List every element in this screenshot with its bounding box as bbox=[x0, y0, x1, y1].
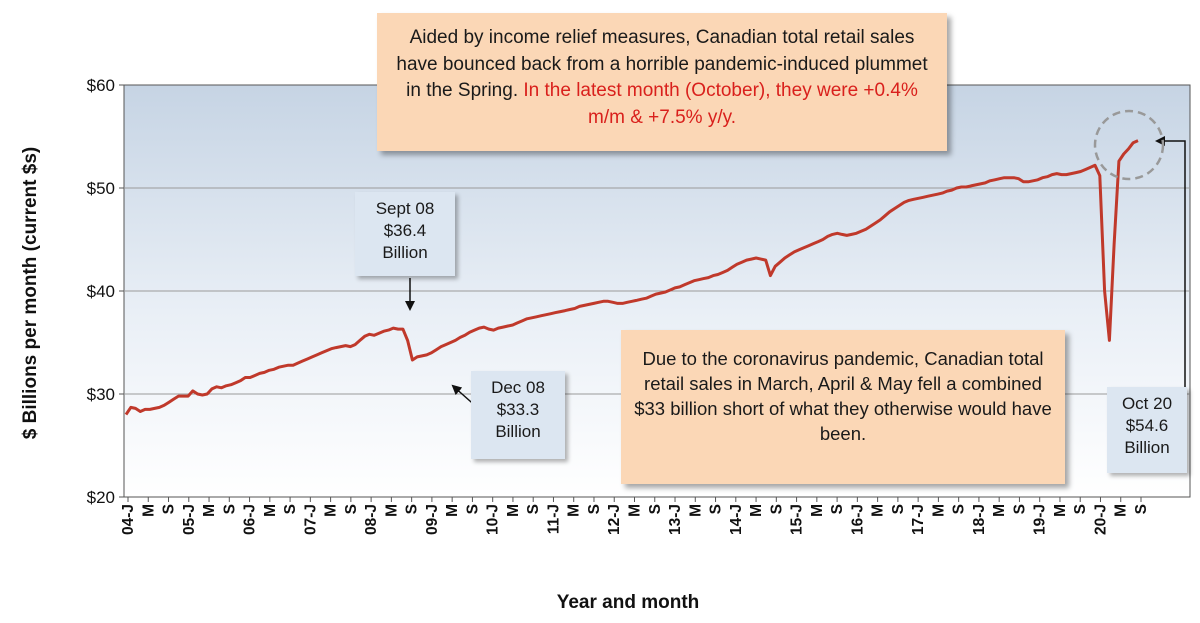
x-tick-label: 05-J bbox=[181, 504, 198, 535]
x-tick-label: S bbox=[161, 504, 178, 514]
x-tick-label: 16-J bbox=[849, 504, 866, 535]
y-axis-ticks: $20 $30 $40 $50 $60 bbox=[87, 76, 124, 507]
x-tick-label: M bbox=[201, 504, 218, 517]
y-tick-label: $50 bbox=[87, 179, 115, 198]
x-tick-label: M bbox=[930, 504, 947, 517]
x-tick-label: S bbox=[890, 504, 907, 514]
recovery-note: Aided by income relief measures, Canadia… bbox=[377, 13, 947, 151]
sep08-callout: Sept 08 $36.4 Billion bbox=[355, 192, 455, 276]
x-tick-label: M bbox=[870, 504, 887, 517]
x-tick-label: M bbox=[444, 504, 461, 517]
x-tick-label: 04-J bbox=[120, 504, 137, 535]
x-tick-label: S bbox=[768, 504, 785, 514]
annotation-arrows bbox=[405, 109, 1186, 410]
x-tick-label: 15-J bbox=[789, 504, 806, 535]
x-tick-label: M bbox=[323, 504, 340, 517]
x-tick-label: 18-J bbox=[971, 504, 988, 535]
x-tick-label: M bbox=[140, 504, 157, 517]
x-tick-label: 11-J bbox=[545, 504, 562, 534]
series-retail-sales bbox=[124, 139, 1139, 416]
x-tick-label: S bbox=[221, 504, 238, 514]
x-axis-ticks: 04-J M S 05-J M S 06-J M S 07-J M S 08-J M S 09-J M S 10-J… bbox=[120, 497, 1150, 535]
x-tick-label: 06-J bbox=[242, 504, 259, 535]
x-tick-label: S bbox=[1072, 504, 1089, 514]
sep08-unit: Billion bbox=[382, 243, 428, 262]
series-line bbox=[124, 139, 1139, 416]
x-tick-label: M bbox=[505, 504, 522, 517]
y-axis-label: $ Billions per month (current $s) bbox=[20, 147, 41, 439]
x-tick-label: S bbox=[829, 504, 846, 514]
x-tick-label: 07-J bbox=[302, 504, 319, 535]
x-tick-label: 14-J bbox=[728, 504, 745, 535]
oct20-arrow bbox=[1155, 136, 1186, 387]
recovery-note-highlight: In the latest month (October), they were… bbox=[523, 80, 918, 128]
dec08-callout: Dec 08 $33.3 Billion bbox=[471, 371, 565, 459]
x-tick-label: M bbox=[262, 504, 279, 517]
x-tick-label: M bbox=[748, 504, 765, 517]
pandemic-note: Due to the coronavirus pandemic, Canadia… bbox=[621, 330, 1065, 484]
y-tick-label: $20 bbox=[87, 488, 115, 507]
x-tick-label: 19-J bbox=[1032, 504, 1049, 535]
x-tick-label: S bbox=[1011, 504, 1028, 514]
x-tick-label: M bbox=[566, 504, 583, 517]
y-tick-label: $60 bbox=[87, 76, 115, 95]
x-tick-label: M bbox=[687, 504, 704, 517]
x-tick-label: M bbox=[1052, 504, 1069, 517]
highlight-circle bbox=[1093, 109, 1165, 181]
x-tick-label: S bbox=[525, 504, 542, 514]
oct20-value: $54.6 bbox=[1125, 416, 1169, 435]
oct20-callout: Oct 20 $54.6 Billion bbox=[1107, 387, 1187, 473]
x-tick-label: S bbox=[708, 504, 725, 514]
x-tick-label: M bbox=[383, 504, 400, 517]
dec08-date: Dec 08 bbox=[491, 378, 545, 397]
x-tick-label: S bbox=[647, 504, 664, 514]
dec08-unit: Billion bbox=[495, 422, 541, 441]
sep08-value: $36.4 bbox=[383, 221, 427, 240]
x-tick-label: S bbox=[464, 504, 481, 514]
pandemic-note-text: Due to the coronavirus pandemic, Canadia… bbox=[634, 348, 1052, 444]
x-tick-label: M bbox=[991, 504, 1008, 517]
y-tick-label: $40 bbox=[87, 282, 115, 301]
x-tick-label: 12-J bbox=[606, 504, 623, 535]
x-axis-label: Year and month bbox=[557, 592, 700, 613]
x-tick-label: M bbox=[627, 504, 644, 517]
x-tick-label: 17-J bbox=[910, 504, 927, 535]
dec08-value: $33.3 bbox=[496, 400, 540, 419]
y-tick-label: $30 bbox=[87, 385, 115, 404]
x-tick-label: S bbox=[282, 504, 299, 514]
x-tick-label: 08-J bbox=[363, 504, 380, 535]
x-tick-label: S bbox=[951, 504, 968, 514]
x-tick-label: S bbox=[586, 504, 603, 514]
x-tick-label: M bbox=[809, 504, 826, 517]
recovery-note-text: Aided by income relief measures, Canadia… bbox=[396, 27, 928, 101]
x-tick-label: S bbox=[343, 504, 360, 514]
sep08-date: Sept 08 bbox=[375, 199, 435, 218]
x-tick-label: M bbox=[1113, 504, 1130, 517]
x-tick-label: 13-J bbox=[667, 504, 684, 535]
oct20-unit: Billion bbox=[1124, 438, 1170, 457]
x-tick-label: S bbox=[404, 504, 421, 514]
x-tick-label: 10-J bbox=[485, 504, 502, 535]
x-tick-label: S bbox=[1133, 504, 1150, 514]
x-tick-label: 09-J bbox=[424, 504, 441, 535]
oct20-date: Oct 20 bbox=[1121, 394, 1173, 413]
x-tick-label: 20-J bbox=[1092, 504, 1109, 535]
